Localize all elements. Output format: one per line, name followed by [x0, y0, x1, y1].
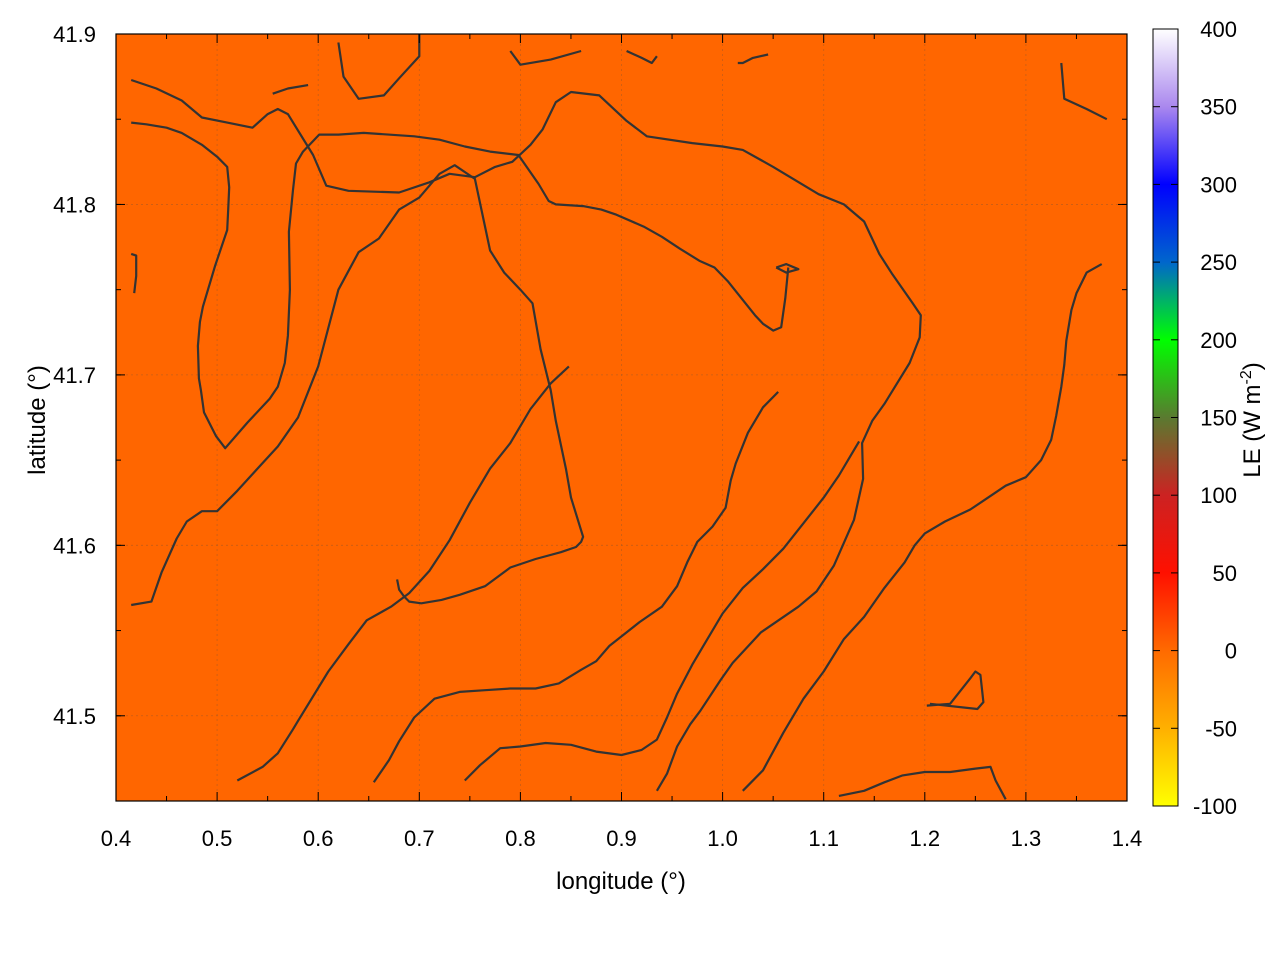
- x-tick-label: 0.6: [303, 826, 334, 851]
- y-tick-labels: 41.5 41.6 41.7 41.8 41.9: [53, 22, 96, 729]
- contour-line: [926, 670, 985, 711]
- contour-line: [130, 78, 922, 792]
- colorbar-tick-label: -100: [1193, 794, 1237, 819]
- x-tick-label: 0.4: [101, 826, 132, 851]
- x-tick-label: 1.0: [707, 826, 738, 851]
- heat-field: [116, 34, 1127, 801]
- x-tick-label: 0.8: [505, 826, 536, 851]
- colorbar-title-close: ): [1239, 362, 1266, 370]
- colorbar-tick-label: 250: [1200, 250, 1237, 275]
- heat-field-fill: [116, 34, 1127, 801]
- contour-line: [742, 263, 1103, 792]
- contour-line: [272, 84, 309, 95]
- contour-line: [130, 252, 138, 294]
- colorbar-tick-label: 200: [1200, 328, 1237, 353]
- contour-line: [509, 49, 582, 66]
- contour-line: [131, 121, 790, 450]
- colorbar-title-superscript: -2: [1238, 370, 1255, 384]
- contour-line: [1060, 62, 1108, 121]
- y-tick-label: 41.6: [53, 533, 96, 558]
- x-tick-label: 0.7: [404, 826, 435, 851]
- y-tick-label: 41.5: [53, 704, 96, 729]
- x-tick-label: 0.5: [202, 826, 233, 851]
- x-tick-label: 1.1: [808, 826, 839, 851]
- colorbar-tick-label: 350: [1200, 95, 1237, 120]
- axis-ticks: [115, 33, 1128, 802]
- colorbar-tick-label: 100: [1200, 483, 1237, 508]
- contour-line: [464, 440, 861, 782]
- x-tick-label: 1.4: [1112, 826, 1143, 851]
- grid-lines: [116, 34, 1127, 801]
- x-axis-title: longitude (°): [556, 868, 686, 895]
- contour-line: [838, 765, 1007, 800]
- colorbar-tick-label: -50: [1205, 716, 1237, 741]
- contour-line: [131, 164, 585, 607]
- x-tick-label: 1.2: [910, 826, 941, 851]
- contour-line: [372, 391, 779, 783]
- x-tick-label: 1.3: [1011, 826, 1042, 851]
- colorbar-tick-label: 300: [1200, 172, 1237, 197]
- colorbar-tick-label: 400: [1200, 17, 1237, 42]
- y-tick-label: 41.7: [53, 363, 96, 388]
- contour-line: [775, 263, 800, 274]
- colorbar-title-main: LE (W m: [1239, 384, 1266, 477]
- contour-line: [337, 34, 421, 100]
- y-tick-label: 41.9: [53, 22, 96, 47]
- x-tick-labels: 0.4 0.5 0.6 0.7 0.8 0.9 1.0 1.1 1.2 1.3 1.4: [101, 826, 1143, 851]
- x-tick-label: 0.9: [606, 826, 637, 851]
- contour-line: [626, 49, 658, 65]
- y-tick-label: 41.8: [53, 192, 96, 217]
- colorbar-tick-label: 0: [1225, 639, 1237, 664]
- contour-line: [737, 53, 769, 65]
- colorbar-ticks: [1153, 28, 1178, 807]
- colorbar-tick-labels: -100 -50 0 50 100 150 200 250 300 350 400: [1193, 17, 1237, 819]
- colorbar-title: LE (W m-2): [1238, 362, 1266, 478]
- y-axis-title: latitude (°): [24, 365, 51, 475]
- colorbar-tick-label: 50: [1213, 561, 1237, 586]
- contour-line: [236, 365, 570, 782]
- contour-lines: [130, 34, 1108, 800]
- colorbar-tick-label: 150: [1200, 406, 1237, 431]
